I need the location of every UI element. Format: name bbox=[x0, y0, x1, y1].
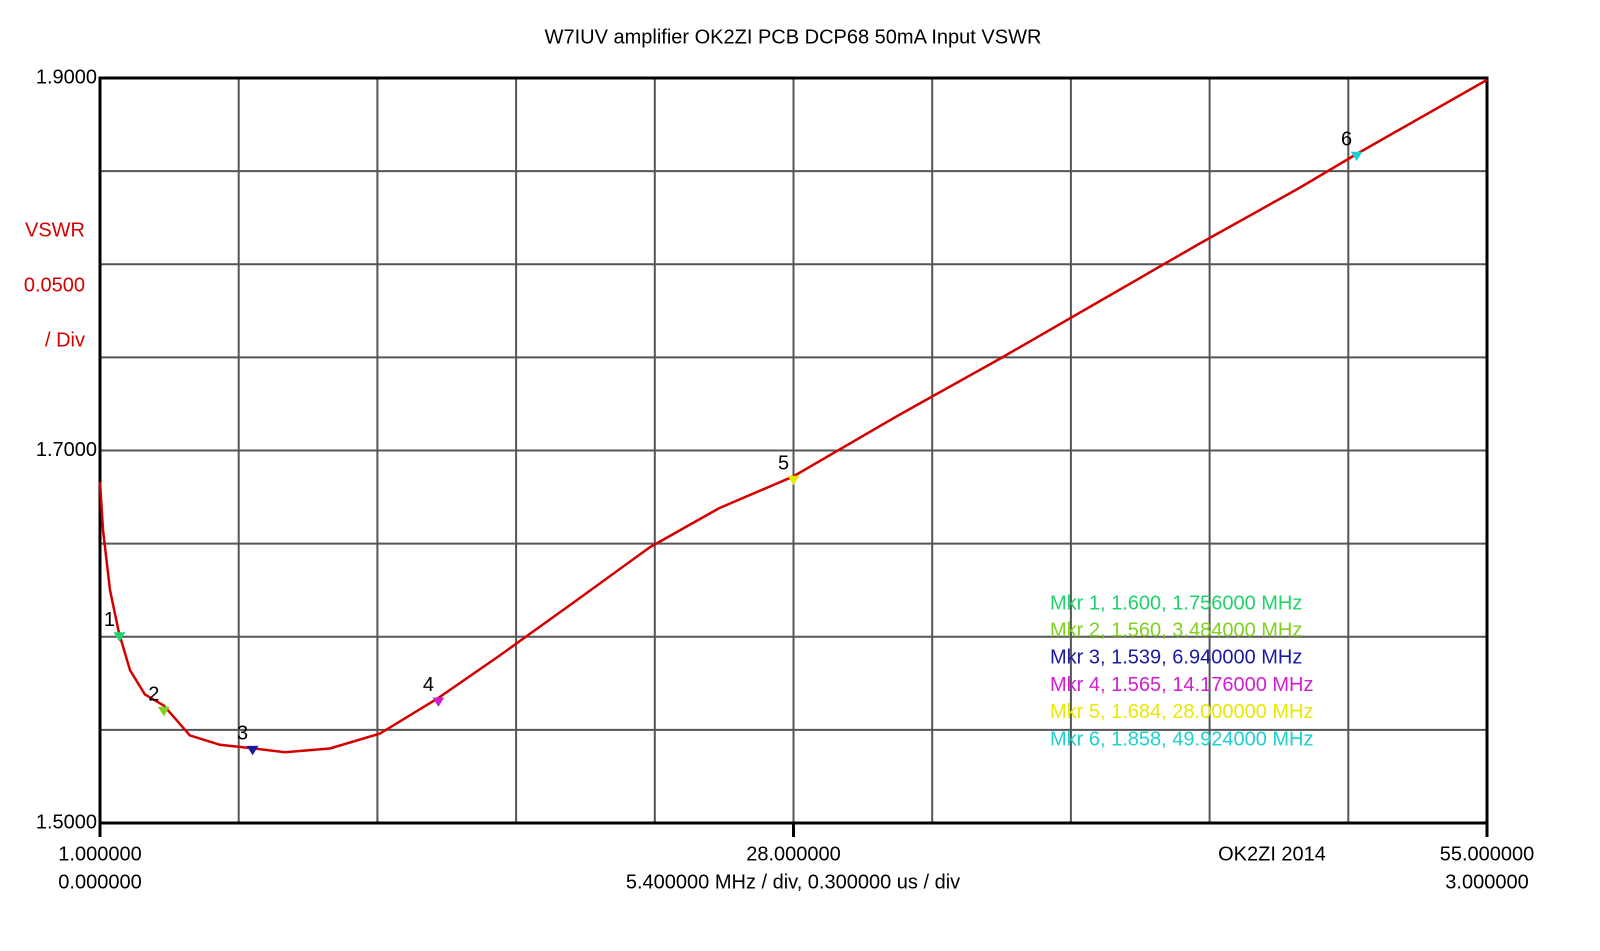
y-tick-label: 1.7000 bbox=[36, 439, 97, 461]
marker-readout: Mkr 5, 1.684, 28.000000 MHz bbox=[1050, 701, 1313, 723]
credit: OK2ZI 2014 bbox=[1218, 843, 1326, 865]
marker bbox=[1350, 151, 1363, 162]
y-tick-label: 1.5000 bbox=[36, 811, 97, 833]
x-tick-label: 28.000000 bbox=[746, 843, 841, 865]
x-tick-label: 1.000000 bbox=[58, 843, 141, 865]
marker-label: 6 bbox=[1341, 129, 1352, 151]
marker-label: 3 bbox=[237, 723, 248, 745]
marker bbox=[787, 475, 800, 486]
y-axis-label: / Div bbox=[45, 329, 85, 351]
marker-label: 4 bbox=[423, 674, 434, 696]
x2-tick-label: 0.000000 bbox=[58, 871, 141, 893]
marker bbox=[246, 745, 259, 756]
x-tick-label: 55.000000 bbox=[1440, 843, 1535, 865]
marker-label: 2 bbox=[148, 684, 159, 706]
scale-note: 5.400000 MHz / div, 0.300000 us / div bbox=[626, 871, 960, 893]
chart-title: W7IUV amplifier OK2ZI PCB DCP68 50mA Inp… bbox=[545, 26, 1042, 48]
x2-tick-label: 3.000000 bbox=[1445, 871, 1528, 893]
marker-readout: Mkr 1, 1.600, 1.756000 MHz bbox=[1050, 592, 1302, 614]
marker-label: 1 bbox=[104, 609, 115, 631]
marker bbox=[113, 632, 126, 642]
marker-readout: Mkr 6, 1.858, 49.924000 MHz bbox=[1050, 728, 1313, 750]
marker-label: 5 bbox=[778, 453, 789, 475]
marker-readout: Mkr 2, 1.560, 3.484000 MHz bbox=[1050, 619, 1302, 641]
marker-readout: Mkr 4, 1.565, 14.176000 MHz bbox=[1050, 674, 1313, 696]
marker bbox=[432, 697, 445, 707]
y-tick-label: 1.9000 bbox=[36, 66, 97, 88]
data-line bbox=[98, 78, 1488, 754]
y-axis-label: 0.0500 bbox=[24, 274, 85, 296]
marker-readout: Mkr 3, 1.539, 6.940000 MHz bbox=[1050, 647, 1302, 669]
y-axis-label: VSWR bbox=[25, 219, 85, 241]
marker bbox=[157, 706, 170, 717]
